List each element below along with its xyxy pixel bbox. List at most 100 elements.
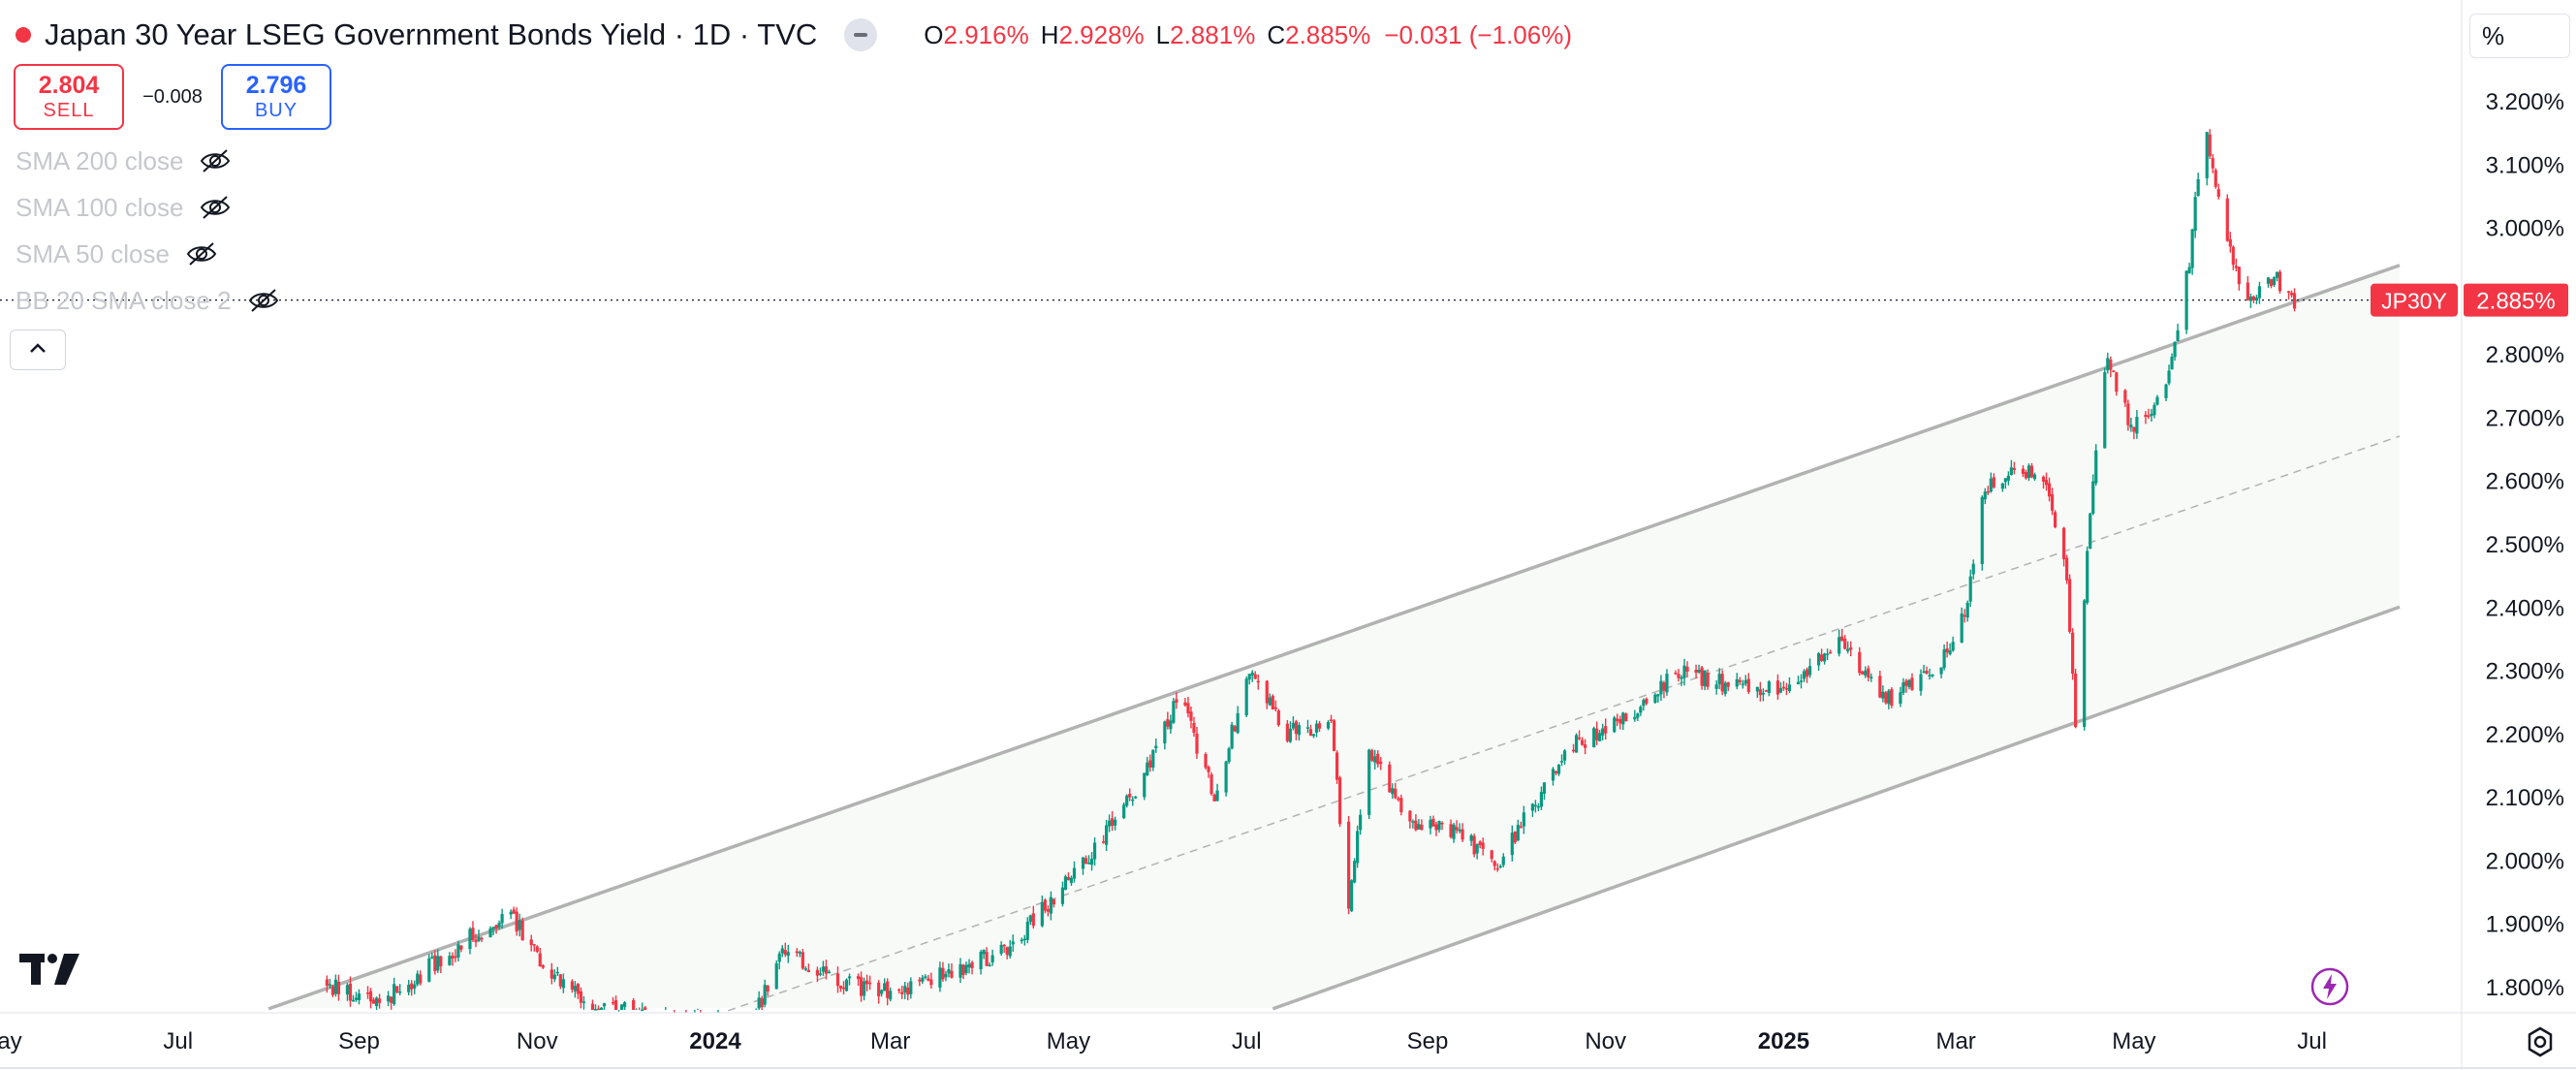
candle: [1394, 782, 1398, 800]
candle: [2205, 131, 2209, 186]
candle: [1767, 679, 1771, 697]
candle: [1764, 689, 1768, 692]
symbol-badge-label: JP30Y: [2381, 289, 2447, 314]
candle: [1022, 934, 1026, 946]
candle: [1131, 796, 1135, 806]
candle: [1819, 648, 1824, 662]
candle: [1556, 764, 1561, 776]
candle: [374, 996, 379, 1010]
candle: [1049, 891, 1052, 921]
candle: [2003, 478, 2007, 489]
candle: [336, 974, 341, 1001]
candle: [970, 960, 974, 975]
eye-off-icon[interactable]: [185, 241, 218, 267]
candle: [1230, 721, 1234, 750]
candle: [1411, 819, 1415, 829]
candle: [1273, 700, 1277, 712]
candle: [1685, 661, 1689, 678]
buy-button[interactable]: 2.796 BUY: [221, 64, 331, 130]
candle: [550, 962, 553, 985]
candle: [1592, 726, 1596, 748]
candle: [593, 1004, 598, 1011]
candle: [763, 979, 767, 1008]
candle: [868, 975, 872, 991]
lightning-icon[interactable]: [2310, 967, 2349, 1011]
candle: [561, 973, 565, 993]
candle: [1128, 788, 1132, 802]
candle: [1046, 905, 1050, 917]
candle: [947, 963, 951, 978]
channel-lower-line: [1272, 605, 2401, 1011]
candle: [880, 989, 884, 997]
time-tick-label: Nov: [1585, 1028, 1626, 1054]
indicator-sma-200[interactable]: SMA 200 close: [16, 142, 232, 180]
symbol-title[interactable]: Japan 30 Year LSEG Government Bonds Yiel…: [45, 17, 818, 51]
indicator-sma-100[interactable]: SMA 100 close: [16, 188, 232, 227]
candle: [512, 906, 516, 915]
candle: [1461, 823, 1464, 842]
candle: [815, 966, 820, 983]
candle: [1551, 767, 1555, 786]
price-tick-label: 3.200%: [2486, 89, 2564, 115]
candle: [1665, 669, 1669, 696]
time-tick-label: 2025: [1758, 1028, 1809, 1054]
candle: [1305, 719, 1310, 734]
indicator-bb-20[interactable]: BB 20 SMA close 2: [16, 281, 280, 320]
candle: [500, 908, 504, 929]
candle: [1449, 819, 1453, 839]
candle: [354, 991, 359, 1002]
price-tick-label: 2.300%: [2486, 659, 2564, 685]
candle: [1204, 752, 1208, 771]
collapse-legend-button[interactable]: [844, 18, 878, 51]
candle: [2012, 461, 2016, 475]
collapse-indicators-button[interactable]: [10, 330, 66, 370]
candle: [1498, 864, 1502, 868]
candle: [570, 979, 574, 993]
eye-off-icon[interactable]: [199, 195, 232, 220]
candle: [1642, 698, 1646, 711]
candle: [1253, 671, 1257, 679]
candle: [1826, 648, 1830, 661]
candle: [1621, 711, 1625, 731]
candle: [1864, 666, 1868, 678]
candle: [777, 951, 781, 970]
candle: [552, 969, 556, 983]
candle: [1367, 748, 1371, 820]
sell-button[interactable]: 2.804 SELL: [14, 64, 124, 130]
candle: [1455, 820, 1459, 834]
candle: [1904, 678, 1908, 693]
candle: [1089, 852, 1094, 871]
tradingview-logo-icon[interactable]: [19, 952, 81, 991]
candle: [1207, 765, 1210, 778]
candle: [1060, 881, 1065, 907]
candle: [439, 956, 443, 974]
candle: [1843, 635, 1847, 650]
candle: [1154, 738, 1158, 753]
candle: [1816, 651, 1821, 671]
candle: [1072, 861, 1077, 883]
candle: [480, 936, 484, 942]
candle: [1092, 837, 1097, 866]
candle: [2193, 191, 2197, 238]
candle: [497, 920, 501, 930]
candle: [558, 973, 562, 990]
candle: [2289, 290, 2294, 299]
low-key: L: [1155, 19, 1171, 49]
candle: [448, 952, 452, 966]
candle: [1516, 819, 1520, 842]
candle: [436, 949, 440, 973]
candle: [1960, 607, 1963, 644]
candle: [509, 909, 513, 920]
eye-off-icon[interactable]: [199, 148, 232, 173]
axis-unit-selector[interactable]: %: [2469, 14, 2570, 58]
candle: [2047, 477, 2052, 502]
price-axis-bg: [2462, 0, 2576, 1070]
gear-icon[interactable]: [2524, 1025, 2557, 1063]
indicator-sma-50[interactable]: SMA 50 close: [16, 235, 218, 273]
candle: [1399, 794, 1403, 816]
candle: [351, 994, 356, 1002]
eye-off-icon[interactable]: [247, 288, 280, 313]
candle: [1495, 863, 1499, 872]
